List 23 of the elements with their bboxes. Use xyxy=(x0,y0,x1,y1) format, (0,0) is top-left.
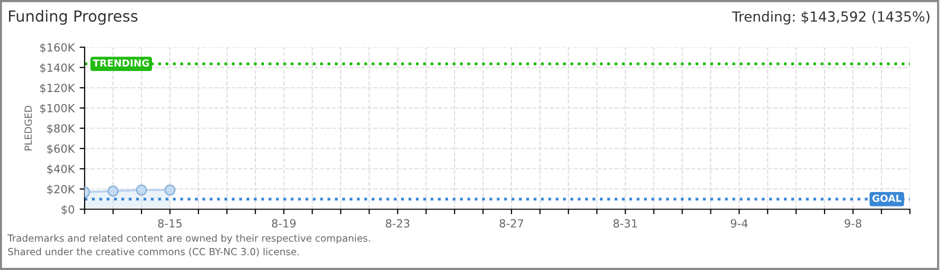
x-tick-label: 8-19 xyxy=(272,219,296,228)
x-tick-label: 8-15 xyxy=(158,219,182,228)
chart-title: Funding Progress xyxy=(9,10,138,25)
y-tick-label: $20K xyxy=(47,184,76,195)
x-tick-label: 9-8 xyxy=(844,219,862,228)
x-tick-label: 8-23 xyxy=(386,219,410,228)
text: Trending: $143,592 (1435%) xyxy=(732,11,930,24)
x-tick-label: 8-31 xyxy=(613,219,637,228)
text: Shared under the creative commons (CC BY-NC 3.0) license. xyxy=(8,248,299,256)
y-tick-label: $140K xyxy=(40,63,76,74)
text: Trademarks and related content are owned by their respective companies. xyxy=(7,234,370,244)
y-tick-label: $40K xyxy=(47,164,76,175)
y-tick-label: $0 xyxy=(62,205,74,216)
y-axis-title: PLEDGED xyxy=(24,106,32,150)
y-tick-label: $60K xyxy=(47,144,76,154)
x-tick-label: 8-27 xyxy=(500,219,524,228)
x-tick-label: 9-4 xyxy=(730,219,748,228)
y-tick-label: $80K xyxy=(47,124,76,134)
y-tick-label: $160K xyxy=(40,43,76,54)
ref-line-label: GOAL xyxy=(872,194,902,202)
y-tick-label: $120K xyxy=(40,84,76,94)
ref-line-label: TRENDING xyxy=(92,59,149,67)
y-tick-label: $100K xyxy=(40,104,76,114)
